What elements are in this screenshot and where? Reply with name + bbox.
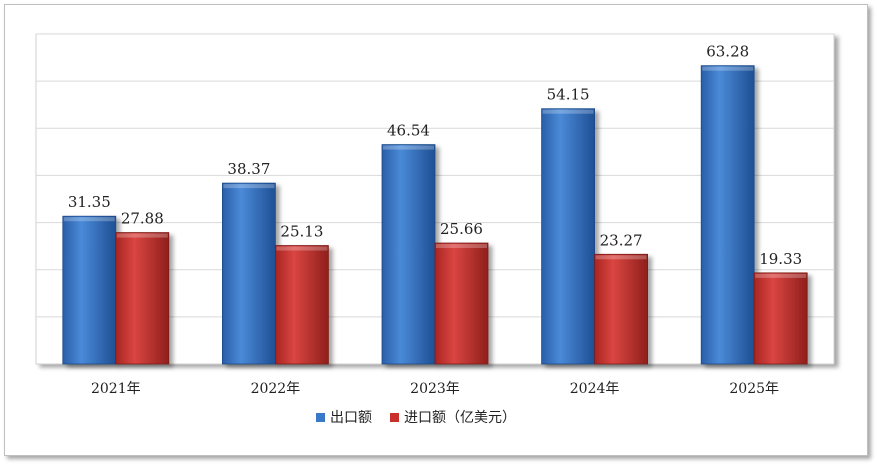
bar-export <box>381 144 436 365</box>
legend-swatch <box>390 413 399 422</box>
data-label: 31.35 <box>68 193 111 211</box>
bar-export <box>221 182 276 365</box>
bar-import <box>753 272 808 365</box>
data-label: 19.33 <box>759 250 802 268</box>
legend: 出口额 进口额（亿美元） <box>316 410 516 426</box>
bar-bevel <box>383 145 434 150</box>
x-axis-ticks: 2021年 2022年 2023年 2024年 2025年 <box>91 381 779 397</box>
data-label: 38.37 <box>227 160 270 178</box>
bars <box>62 65 808 365</box>
data-label: 54.15 <box>547 86 590 104</box>
data-label: 63.28 <box>706 43 749 61</box>
bar-bevel <box>702 66 754 71</box>
data-label: 25.13 <box>280 223 323 241</box>
bar-import <box>274 245 329 365</box>
data-label: 46.54 <box>387 122 430 140</box>
x-tick-label: 2021年 <box>91 381 141 397</box>
bar-bevel <box>436 244 487 249</box>
bar-bevel <box>276 246 328 251</box>
bar-bevel <box>755 273 807 278</box>
bar-bevel <box>116 233 168 238</box>
x-tick-label: 2022年 <box>251 381 301 397</box>
legend-label: 进口额（亿美元） <box>404 410 516 426</box>
x-tick-label: 2025年 <box>729 381 779 397</box>
bar-bevel <box>542 109 594 114</box>
legend-label: 出口额 <box>330 410 372 426</box>
data-label: 23.27 <box>600 231 643 249</box>
bar-bevel <box>63 217 115 222</box>
legend-swatch <box>316 413 325 422</box>
x-tick-label: 2023年 <box>410 381 460 397</box>
bar-import <box>594 253 648 365</box>
data-labels: 31.35 27.88 38.37 25.13 46.54 25.66 54.15 23.27… <box>68 43 802 268</box>
bar-bevel <box>595 255 647 260</box>
bar-export <box>541 108 595 365</box>
data-label: 27.88 <box>121 210 164 228</box>
x-tick-label: 2024年 <box>570 381 620 397</box>
bar-export <box>700 65 755 365</box>
bar-import <box>434 242 489 365</box>
bar-export <box>62 215 117 365</box>
data-label: 25.66 <box>440 220 483 238</box>
bar-bevel <box>223 184 275 189</box>
bar-import <box>115 232 170 365</box>
